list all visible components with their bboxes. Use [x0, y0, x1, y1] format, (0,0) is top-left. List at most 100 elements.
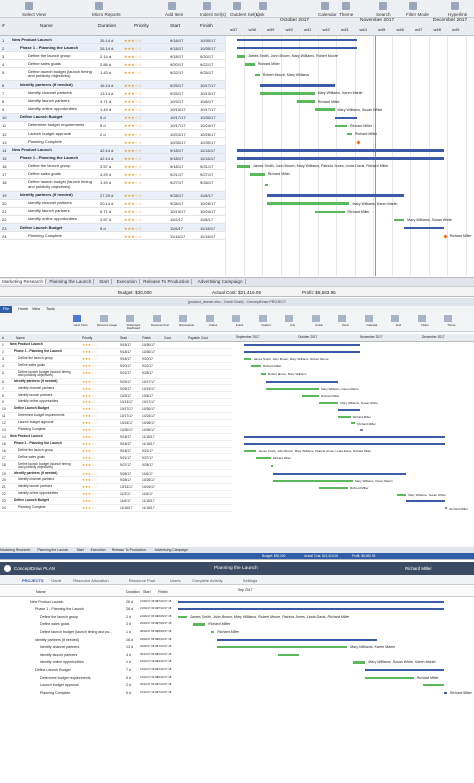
- table-row[interactable]: New Product Launch 26 d 21/09/17 09:00 27/1…: [0, 598, 172, 606]
- toolbar-icon[interactable]: [451, 2, 459, 10]
- table-row[interactable]: Identify online opportunities 1 d 18/10/17…: [0, 659, 172, 667]
- column-header[interactable]: Finish: [158, 590, 168, 594]
- sheet-tab[interactable]: Marketing Research: [0, 279, 47, 284]
- task-name[interactable]: Define the launch group: [28, 162, 71, 168]
- table-row[interactable]: 24 Planning Complete ★★★☆☆ 11/16/17 11/16/17: [0, 232, 225, 241]
- table-row[interactable]: 14 New Product Launch ★★★☆☆ 9/18/17 11/16/17: [0, 434, 232, 441]
- task-name[interactable]: Identify channel partners: [28, 90, 72, 95]
- task-name[interactable]: Identify partners (if needed): [20, 81, 73, 87]
- task-name[interactable]: Identify partners (if needed): [20, 192, 73, 198]
- tool-icon[interactable]: [338, 315, 346, 322]
- task-bar[interactable]: [267, 194, 405, 197]
- toolbar-icon[interactable]: [259, 2, 267, 10]
- table-row[interactable]: Phase 1 - Planning the Launch 26 d 21/09/1…: [0, 606, 172, 614]
- task-bar[interactable]: [273, 479, 353, 482]
- table-row[interactable]: 20 Identify channel partners ★★★☆☆ 9/28/17 1…: [0, 477, 232, 485]
- toolbar-label-9[interactable]: Filter Mode: [406, 12, 429, 17]
- table-row[interactable]: Define sales goals 3 d 25/09/17 09:00 27/09…: [0, 621, 172, 629]
- toolbar-label-6[interactable]: Calendar: [318, 12, 337, 17]
- tool-icon[interactable]: [73, 315, 81, 322]
- task-name[interactable]: Identify partners (if needed): [14, 378, 58, 383]
- task-name[interactable]: Identify online opportunities: [18, 399, 59, 404]
- task-bar[interactable]: [334, 124, 347, 128]
- toolbar-icon[interactable]: [168, 2, 176, 10]
- nav-item[interactable]: Users: [170, 577, 181, 583]
- task-bar[interactable]: [277, 653, 299, 657]
- toolbar-label-3[interactable]: Indent Sel(s): [200, 12, 227, 17]
- table-row[interactable]: 11 Determine budget requirements ★★★☆☆ 10/1…: [0, 413, 232, 420]
- table-row[interactable]: Determine budget requirements 5 d 19/10/17…: [0, 674, 172, 682]
- task-bar[interactable]: [178, 600, 444, 603]
- tool-icon[interactable]: [391, 315, 399, 322]
- nav-item[interactable]: Gantt: [51, 577, 61, 583]
- tool-icon[interactable]: [205, 315, 214, 322]
- task-bar[interactable]: [443, 691, 447, 695]
- task-name[interactable]: Phase 1 - Planning the Launch: [20, 44, 79, 50]
- toolbar-label-2[interactable]: Add Item: [165, 12, 184, 17]
- task-bar[interactable]: [251, 365, 262, 368]
- nav-item[interactable]: Complete Activity: [192, 577, 223, 583]
- task-bar[interactable]: [244, 344, 361, 347]
- task-bar[interactable]: [265, 387, 320, 390]
- task-name[interactable]: Define sales goals: [28, 171, 61, 176]
- task-name[interactable]: Define Launch Budget: [20, 224, 63, 230]
- nav-item[interactable]: Settings: [242, 577, 258, 583]
- table-row[interactable]: Define launch budget (launch timing and …: [0, 628, 172, 636]
- column-header[interactable]: Finish: [142, 336, 151, 340]
- sheet-tab[interactable]: Release To Production: [141, 279, 193, 284]
- task-name[interactable]: Define sales goals: [28, 60, 61, 66]
- task-bar[interactable]: [259, 84, 335, 87]
- table-row[interactable]: 10 Define Launch Budget ★★★☆☆ 10/17/17 10/30…: [0, 406, 232, 414]
- toolbar-icon[interactable]: [95, 2, 103, 10]
- tool-label[interactable]: Outdent: [261, 324, 271, 327]
- column-header[interactable]: Name: [36, 590, 46, 594]
- sheet-tab[interactable]: Advertising Campaign: [154, 548, 188, 552]
- tool-label[interactable]: Multiproject Dashboard: [126, 324, 141, 330]
- table-row[interactable]: 18 Define launch budget (launch timing an…: [0, 461, 232, 471]
- task-name[interactable]: Define launch budget (launch timing and …: [18, 369, 71, 378]
- task-bar[interactable]: [256, 456, 271, 459]
- task-bar[interactable]: [244, 351, 361, 354]
- table-row[interactable]: 20 Identify channel partners 20.14 d ★★★☆☆ 9…: [0, 200, 225, 208]
- task-name[interactable]: New Product Launch: [10, 342, 43, 347]
- table-row[interactable]: 19 Identify partners (if needed) 27.29 d ★★…: [0, 191, 225, 200]
- tool-icon[interactable]: [444, 315, 452, 322]
- table-row[interactable]: 18 Define launch budget (launch timing an…: [0, 179, 225, 192]
- task-name[interactable]: Identify online opportunities: [18, 491, 59, 496]
- table-row[interactable]: 1 New Product Launch ★★★☆☆ 9/18/17 10/30/17: [0, 342, 232, 349]
- task-bar[interactable]: [360, 429, 363, 432]
- task-bar[interactable]: [347, 132, 352, 136]
- toolbar-icon[interactable]: [409, 2, 417, 10]
- menu-view[interactable]: View: [32, 307, 41, 311]
- column-header[interactable]: #: [2, 336, 4, 340]
- task-bar[interactable]: [244, 436, 445, 439]
- task-name[interactable]: Define launch budget (launch timing and …: [40, 629, 113, 634]
- task-name[interactable]: Determine budget requirements: [28, 122, 85, 128]
- column-header[interactable]: Priority: [82, 336, 93, 340]
- task-bar[interactable]: [244, 358, 252, 361]
- tool-label[interactable]: Resource Usage: [96, 324, 118, 327]
- tool-icon[interactable]: [99, 315, 108, 322]
- task-name[interactable]: Identify online opportunities: [40, 660, 84, 665]
- task-name[interactable]: Planning Complete: [18, 427, 46, 432]
- toolbar-label-5[interactable]: Link: [256, 12, 265, 17]
- table-row[interactable]: 21 Identify launch partners 6.71 d ★★★☆☆ 10/…: [0, 208, 225, 216]
- task-name[interactable]: Define the launch group: [18, 447, 54, 452]
- task-bar[interactable]: [211, 630, 215, 634]
- sheet-tab[interactable]: Execution: [90, 548, 106, 552]
- table-row[interactable]: Identify launch partners 4 d 05/10/17 09:0…: [0, 651, 172, 659]
- task-bar[interactable]: [404, 226, 445, 230]
- toolbar-icon[interactable]: [25, 2, 33, 10]
- sheet-tab[interactable]: Start: [97, 279, 112, 284]
- task-bar[interactable]: [261, 373, 266, 376]
- column-header[interactable]: Start: [143, 590, 151, 594]
- task-bar[interactable]: [334, 116, 357, 120]
- table-row[interactable]: 1 New Product Launch 26.14 d ★★★☆☆ 9/18/17 10…: [0, 36, 225, 45]
- menu-home[interactable]: Home: [18, 307, 29, 311]
- table-row[interactable]: 13 Planning Complete ★★★☆☆ 10/30/17 10/30/17: [0, 427, 232, 434]
- toolbar-icon[interactable]: [342, 2, 350, 10]
- tool-label[interactable]: Unlink: [315, 324, 323, 327]
- task-name[interactable]: Planning Complete: [28, 138, 62, 144]
- table-row[interactable]: 15 Phase 1 - Planning the Launch ★★★☆☆ 9/18…: [0, 441, 232, 448]
- table-row[interactable]: 9 Identify online opportunities 1.43 d ★★★☆…: [0, 106, 225, 114]
